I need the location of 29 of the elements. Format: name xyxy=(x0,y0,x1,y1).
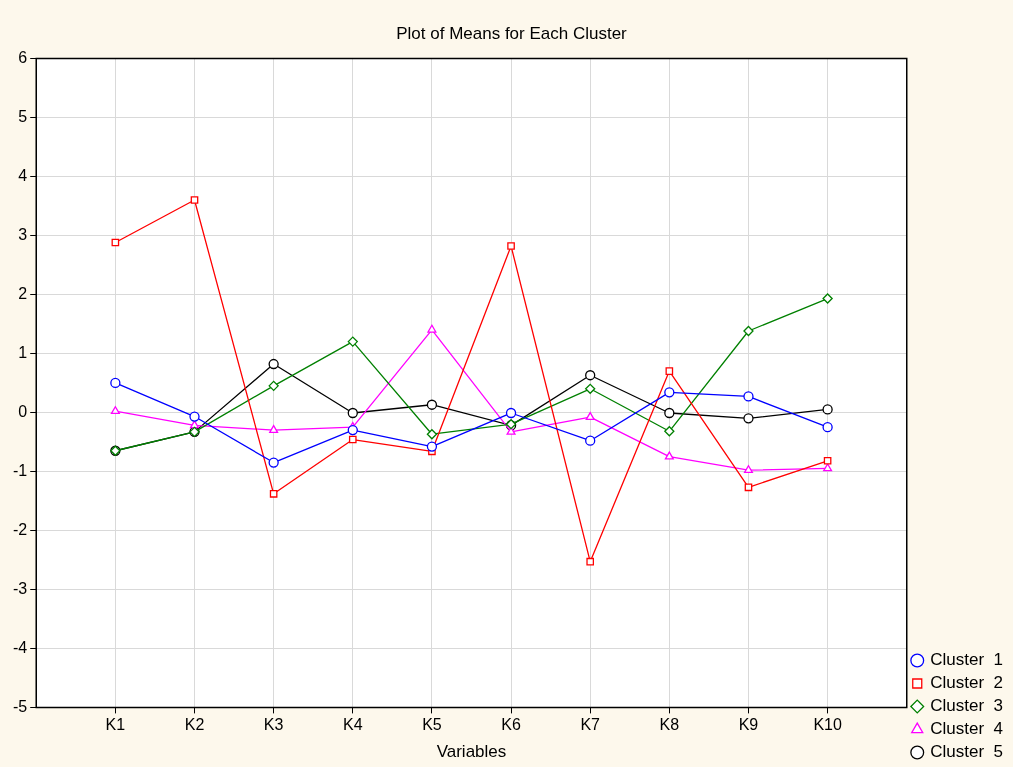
y-tick-label: -3 xyxy=(12,579,28,597)
x-tick-label: K10 xyxy=(813,716,842,734)
x-tick-label: K8 xyxy=(659,716,680,734)
x-tick-label: K4 xyxy=(342,716,363,734)
y-tick-label: 1 xyxy=(18,343,28,361)
y-tick-label: -4 xyxy=(12,638,28,656)
x-tick-label: K7 xyxy=(580,716,601,734)
legend-label: Cluster 5 xyxy=(930,742,1003,762)
y-tick-label: 6 xyxy=(18,48,28,66)
x-tick-label: K1 xyxy=(105,716,126,734)
y-tick-label: -5 xyxy=(12,697,28,715)
chart-title: Plot of Means for Each Cluster xyxy=(396,23,628,43)
x-axis-title: Variables xyxy=(436,742,507,762)
legend-label: Cluster 2 xyxy=(930,673,1003,693)
y-tick-label: -1 xyxy=(12,461,28,479)
x-tick-label: K9 xyxy=(738,716,759,734)
legend-label: Cluster 1 xyxy=(930,650,1003,670)
legend-label: Cluster 3 xyxy=(930,696,1003,716)
x-tick-label: K2 xyxy=(184,716,205,734)
y-tick-label: 3 xyxy=(18,225,28,243)
y-tick-label: 0 xyxy=(18,402,28,420)
x-tick-label: K3 xyxy=(263,716,284,734)
y-tick-label: 5 xyxy=(18,107,28,125)
y-tick-label: -2 xyxy=(12,520,28,538)
x-tick-label: K6 xyxy=(501,716,521,734)
legend-label: Cluster 4 xyxy=(930,719,1003,739)
y-tick-label: 2 xyxy=(18,284,28,302)
y-tick-label: 4 xyxy=(18,166,28,184)
x-tick-label: K5 xyxy=(422,716,442,734)
